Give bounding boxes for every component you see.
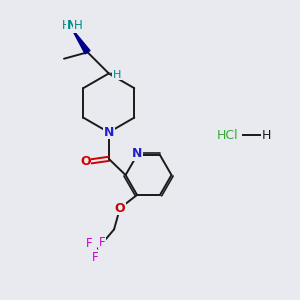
Text: H: H bbox=[74, 19, 82, 32]
Polygon shape bbox=[71, 28, 90, 54]
Text: F: F bbox=[86, 237, 92, 250]
Text: N: N bbox=[132, 147, 142, 160]
Text: O: O bbox=[80, 155, 91, 168]
Text: H: H bbox=[113, 70, 121, 80]
Text: HCl: HCl bbox=[217, 129, 239, 142]
Text: O: O bbox=[115, 202, 125, 215]
Text: H: H bbox=[262, 129, 271, 142]
Text: F: F bbox=[99, 236, 106, 248]
Text: F: F bbox=[92, 251, 99, 264]
Text: N: N bbox=[103, 126, 114, 139]
Text: H: H bbox=[62, 19, 70, 32]
Text: N: N bbox=[67, 19, 77, 32]
